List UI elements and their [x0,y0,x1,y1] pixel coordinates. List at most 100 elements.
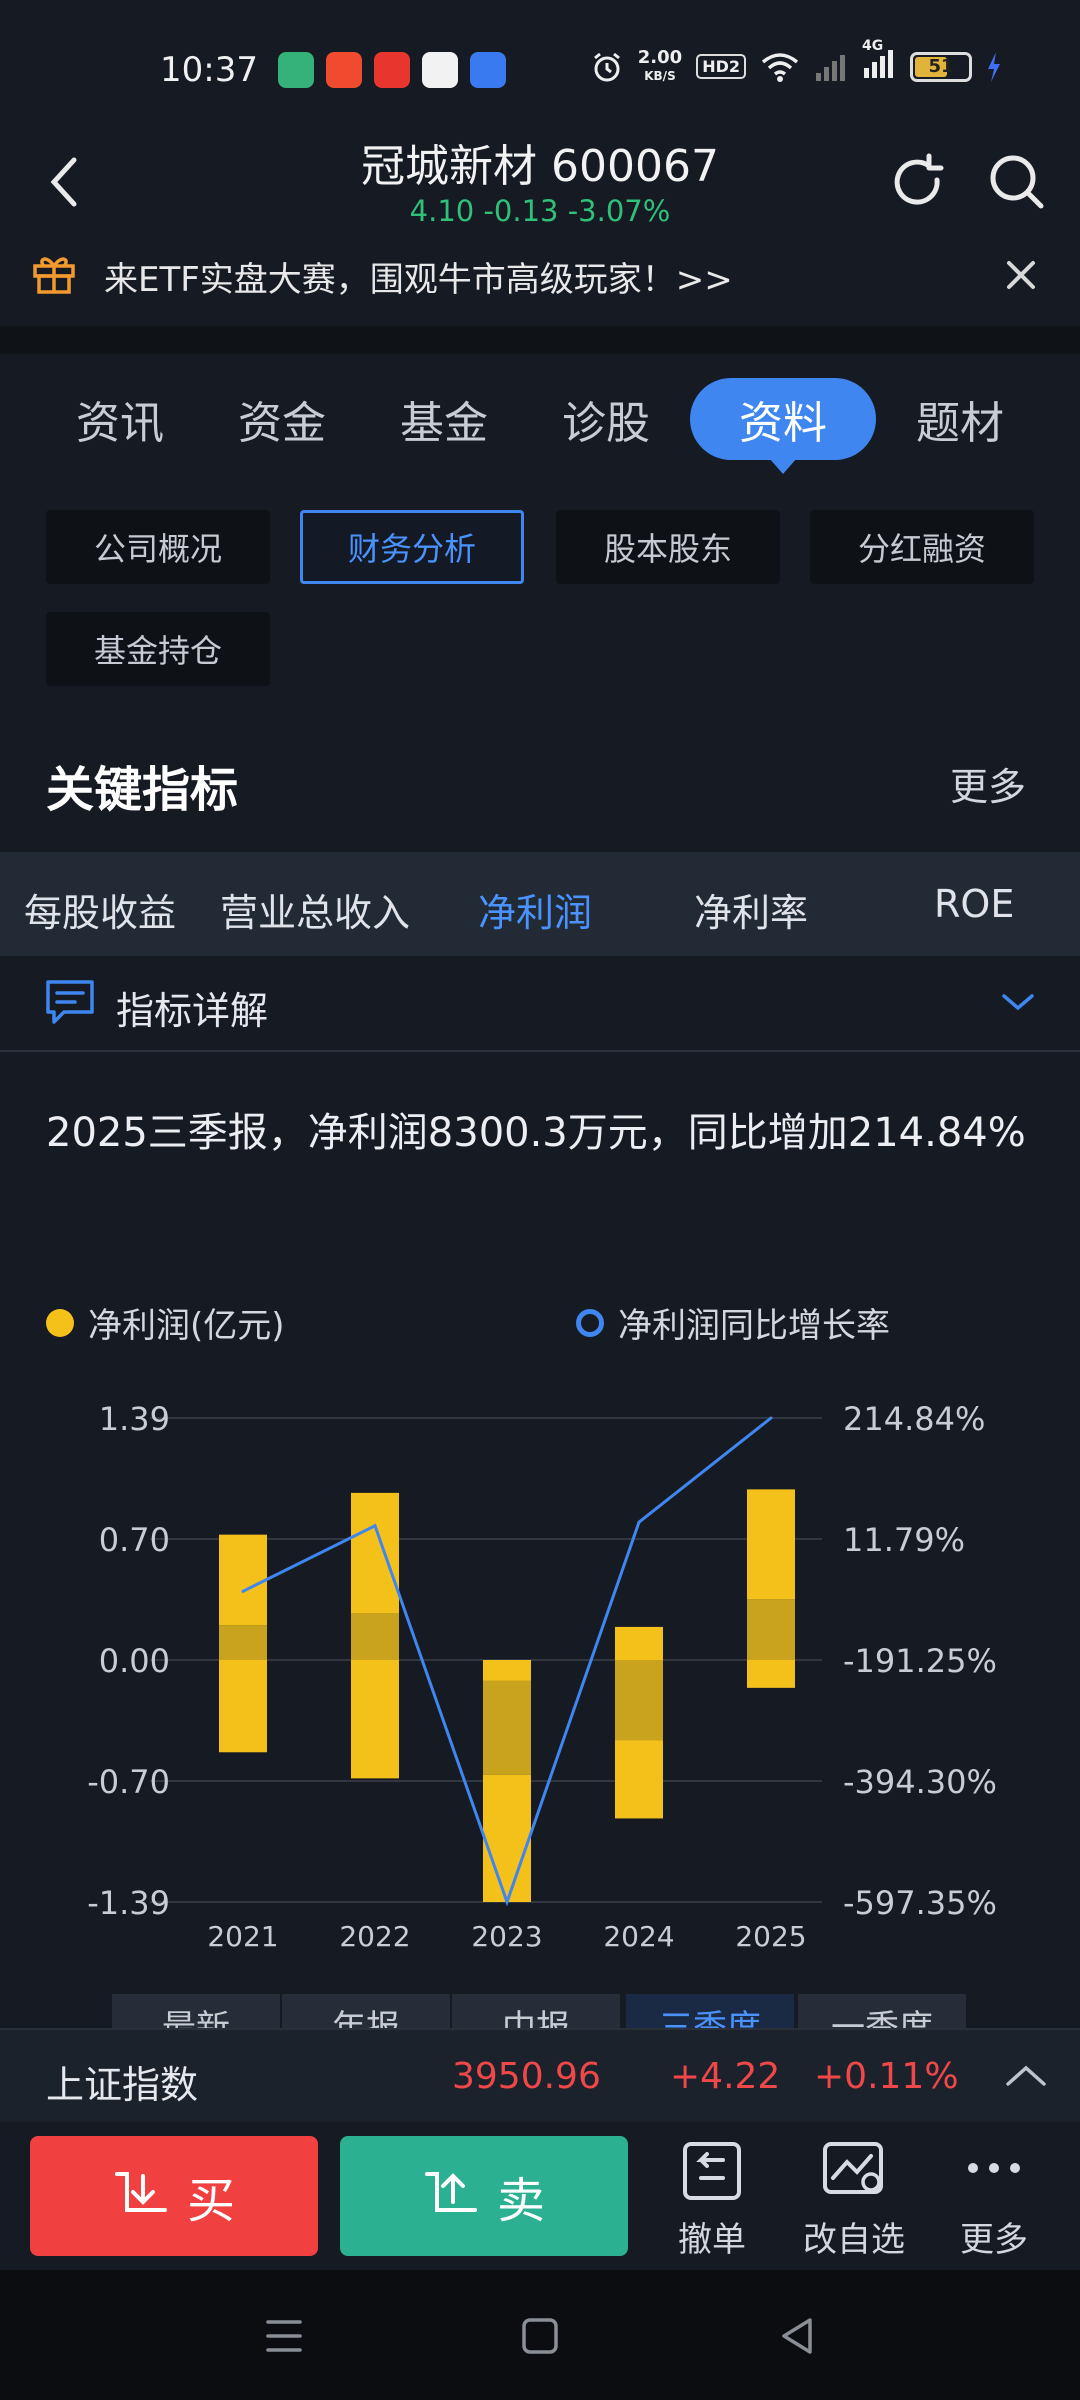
chat-icon [46,980,94,1024]
y-tick-label-left: -0.70 [87,1763,170,1801]
more-button[interactable]: 更多 [934,2138,1054,2262]
wifi-icon [761,52,799,82]
metric-tab-roe[interactable]: ROE [934,882,1015,926]
bar-segment [747,1660,795,1688]
tab-diagnosis[interactable]: 诊股 [562,398,650,449]
sell-arrow-icon [424,2172,477,2212]
period-tab-q3[interactable]: 三季度 [626,1994,794,2028]
y-tick-label-left: -1.39 [87,1884,170,1922]
home-icon[interactable] [518,2314,562,2358]
bar-segment [483,1680,531,1775]
status-indicators: 2.00 KB/S HD2 4G 51 [590,38,1002,85]
tab-profile[interactable]: 资料 [690,378,876,474]
subtab-fund-holdings[interactable]: 基金持仓 [46,612,270,686]
index-value: 3950.96 [452,2056,601,2097]
hd-badge: HD2 [696,54,746,79]
section-divider [0,326,1080,354]
index-change-pct: +0.11% [814,2056,959,2097]
tab-funds-flow[interactable]: 资金 [238,398,326,449]
x-tick-label: 2024 [603,1920,674,1953]
notification-app-icon [422,52,458,88]
period-tab-q1[interactable]: 一季度 [798,1994,966,2028]
menu-icon[interactable] [262,2314,306,2358]
tab-theme[interactable]: 题材 [916,398,1004,449]
notification-app-icon [278,52,314,88]
bar-segment [615,1740,663,1819]
net-profit-chart: 1.39 214.84% 0.70 11.79% 0.00 -191.25% -0.70 -3… [87,1400,997,1953]
signal-strength-icon [864,50,893,78]
y-tick-label-right: -597.35% [843,1884,997,1922]
bar-segment [483,1774,531,1902]
stock-quote: 4.10 -0.13 -3.07% [409,194,671,228]
x-tick-label: 2022 [339,1920,410,1953]
section-title: 关键指标 [46,762,239,818]
y-tick-label-right: -394.30% [843,1763,997,1801]
bar-segment [747,1599,795,1660]
watchlist-chart-icon [823,2142,883,2194]
bar-segment [351,1660,399,1779]
subtab-shareholders[interactable]: 股本股东 [556,510,780,584]
bar-segment [219,1534,267,1626]
bar-segment [351,1612,399,1660]
notification-app-icon [374,52,410,88]
notification-app-icon [326,52,362,88]
bar-segment [219,1625,267,1660]
y-tick-label-left: 0.70 [99,1521,170,1559]
more-label: 更多 [960,2220,1028,2260]
metric-tab-net-profit[interactable]: 净利润 [478,891,593,935]
bar-segment [219,1660,267,1753]
legend-growth-rate: 净利润同比增长率 [576,1298,890,1347]
metric-tab-eps[interactable]: 每股收益 [24,891,177,935]
metric-tabs: 每股收益 营业总收入 净利润 净利率 ROE [0,852,1080,956]
tab-fund[interactable]: 基金 [400,398,488,449]
legend-bar-swatch [46,1308,74,1337]
metric-tab-net-margin[interactable]: 净利率 [694,891,809,935]
subtab-dividend-financing[interactable]: 分红融资 [810,510,1034,584]
x-tick-label: 2023 [471,1920,542,1953]
subtab-company-overview[interactable]: 公司概况 [46,510,270,584]
legend-net-profit: 净利润(亿元) [46,1298,285,1347]
period-tab-interim[interactable]: 中报 [452,1994,620,2028]
chevron-down-icon[interactable] [1000,990,1036,1014]
edit-watchlist-button[interactable]: 改自选 [794,2138,914,2262]
period-tab-annual[interactable]: 年报 [282,1994,450,2028]
y-tick-label-right: 11.79% [843,1521,965,1559]
period-tabs: 最新 年报 中报 三季度 一季度 [0,1994,1080,2028]
buy-button[interactable]: 买 [30,2136,318,2256]
promo-banner[interactable]: 来ETF实盘大赛，围观牛市高级玩家！>> [0,240,1080,310]
stock-header: 冠城新材 600067 4.10 -0.13 -3.07% [0,130,1080,240]
legend-line-swatch [576,1308,604,1337]
refresh-icon[interactable] [885,150,949,214]
bar-segment [351,1492,399,1613]
net-speed: 2.00 KB/S [637,46,683,83]
status-app-icons [278,52,506,88]
more-dots-icon [968,2163,1020,2173]
subtab-financial-analysis[interactable]: 财务分析 [300,510,524,584]
sell-button[interactable]: 卖 [340,2136,628,2256]
bar-segment [483,1660,531,1681]
report-summary: 2025三季报，净利润8300.3万元，同比增加214.84% [46,1110,1026,1156]
edit-watchlist-label: 改自选 [803,2220,905,2260]
growth-rate-point [373,1524,377,1528]
period-tab-latest[interactable]: 最新 [112,1994,280,2028]
charging-icon [988,51,1000,82]
banner-text[interactable]: 来ETF实盘大赛，围观牛市高级玩家！>> [104,260,733,300]
indicator-explain-row[interactable]: 指标详解 [0,956,1080,1052]
back-icon[interactable] [40,152,90,212]
back-nav-icon[interactable] [776,2314,820,2358]
index-ticker[interactable]: 上证指数 3950.96 +4.22 +0.11% [0,2028,1080,2122]
metric-tab-revenue[interactable]: 营业总收入 [220,891,411,935]
tab-news[interactable]: 资讯 [76,398,164,449]
more-link[interactable]: 更多 [950,765,1027,809]
search-icon[interactable] [985,150,1049,214]
status-time: 10:37 [160,50,258,90]
cancel-order-button[interactable]: 撤单 [652,2138,772,2262]
stock-title: 冠城新材 600067 [361,141,719,192]
chevron-up-icon[interactable] [1004,2062,1048,2090]
bar-segment [747,1489,795,1600]
alarm-icon [593,52,620,81]
status-bar: 10:37 2.00 KB/S HD2 4G 51 [0,0,1080,130]
index-name: 上证指数 [46,2063,199,2107]
close-icon[interactable] [1004,258,1038,292]
buy-arrow-icon [114,2172,167,2212]
